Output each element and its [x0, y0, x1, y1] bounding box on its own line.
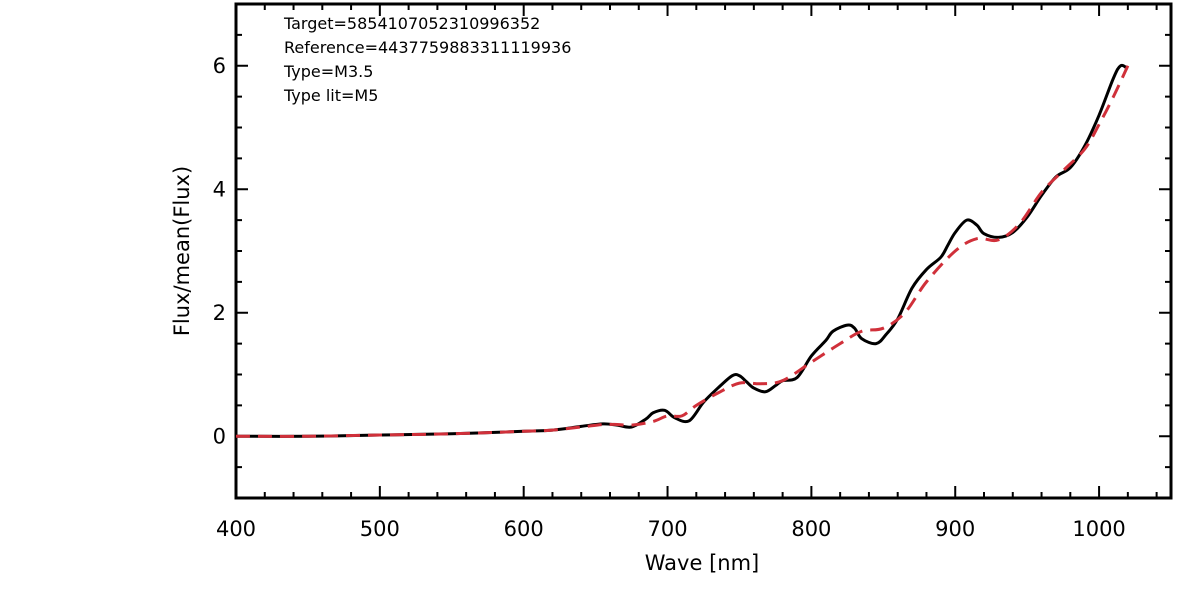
annotation-type-lit: Type lit=M5 [283, 86, 378, 105]
y-tick-label: 6 [213, 54, 226, 78]
x-tick-label: 800 [791, 517, 831, 541]
y-tick-label: 2 [213, 301, 226, 325]
annotation-target: Target=5854107052310996352 [283, 14, 540, 33]
y-tick-label: 4 [213, 177, 226, 201]
y-tick-label: 0 [213, 424, 226, 448]
annotation-reference: Reference=4437759883311119936 [284, 38, 571, 57]
series-layer [235, 63, 1130, 438]
x-tick-label: 400 [216, 517, 256, 541]
x-tick-label: 700 [647, 517, 687, 541]
tick-labels: 400 500 600 700 800 900 1000 0 2 4 6 [213, 54, 1126, 541]
reference-series-line [235, 65, 1130, 438]
x-tick-label: 600 [504, 517, 544, 541]
plot-frame [234, 2, 1173, 500]
target-series-line [235, 63, 1129, 438]
x-tick-label: 500 [360, 517, 400, 541]
axis-ticks [235, 3, 1171, 499]
y-axis-label: Flux/mean(Flux) [170, 166, 194, 336]
annotation-block: Target=5854107052310996352 Reference=443… [283, 14, 571, 105]
annotation-type: Type=M3.5 [283, 62, 373, 81]
x-tick-label: 1000 [1072, 517, 1125, 541]
x-tick-label: 900 [935, 517, 975, 541]
x-axis-label: Wave [nm] [645, 551, 759, 575]
